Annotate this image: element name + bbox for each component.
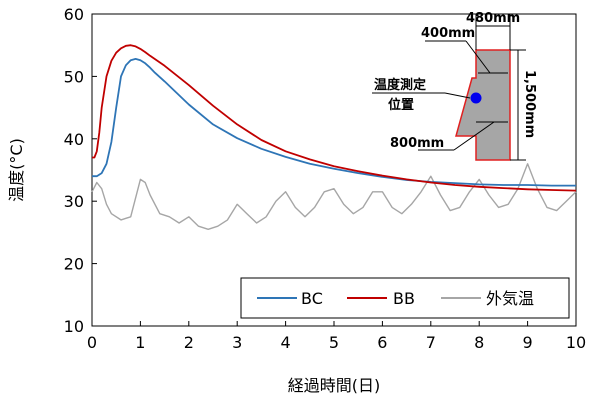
- x-tick-label: 5: [329, 333, 339, 352]
- x-tick-label: 7: [426, 333, 436, 352]
- x-tick-label: 3: [232, 333, 242, 352]
- y-tick-label: 20: [64, 255, 84, 274]
- x-tick-label: 6: [377, 333, 387, 352]
- x-axis-label: 経過時間(日): [288, 376, 381, 395]
- measurement-point: [470, 92, 482, 104]
- series-line-0: [92, 58, 576, 187]
- y-tick-label: 50: [64, 67, 84, 86]
- y-axis-label: 温度(°C): [7, 138, 26, 202]
- y-tick-label: 60: [64, 5, 84, 24]
- cross-section-shape: [455, 49, 511, 161]
- legend: BC BB 外気温: [240, 277, 570, 319]
- inset-diagram: 400mm 480mm 1,500mm 800mm 温度測定 位置: [372, 11, 537, 161]
- x-tick-label: 1: [135, 333, 145, 352]
- dim-480-label: 480mm: [466, 11, 520, 26]
- legend-label-bc: BC: [301, 289, 323, 308]
- x-tick-label: 0: [87, 333, 97, 352]
- series-line-2: [91, 163, 577, 230]
- series-line-1: [92, 44, 577, 192]
- dim-800-label: 800mm: [390, 136, 444, 151]
- x-tick-label: 8: [474, 333, 484, 352]
- point-label-line1: 温度測定: [374, 77, 426, 93]
- dim-400-leader2: [465, 40, 491, 74]
- x-tick-label: 9: [523, 333, 533, 352]
- y-axis-ticks: 10 20 30 40 50 60: [64, 5, 97, 336]
- legend-label-bb: BB: [393, 289, 415, 308]
- x-tick-label: 4: [281, 333, 291, 352]
- dim-1500-label: 1,500mm: [522, 70, 537, 138]
- point-leader: [444, 92, 471, 99]
- y-tick-label: 30: [64, 192, 84, 211]
- legend-label-outdoor: 外気温: [486, 289, 534, 308]
- series-layer: [91, 44, 577, 230]
- dim-400-label: 400mm: [421, 26, 475, 41]
- point-label-line2: 位置: [388, 97, 414, 113]
- x-axis-ticks: 0 1 2 3 4 5 6 7 8 9 10: [87, 321, 586, 352]
- dim-800-leader2: [453, 121, 495, 151]
- y-tick-label: 10: [64, 317, 84, 336]
- y-tick-label: 40: [64, 130, 84, 149]
- x-tick-label: 2: [184, 333, 194, 352]
- x-tick-label: 10: [566, 333, 586, 352]
